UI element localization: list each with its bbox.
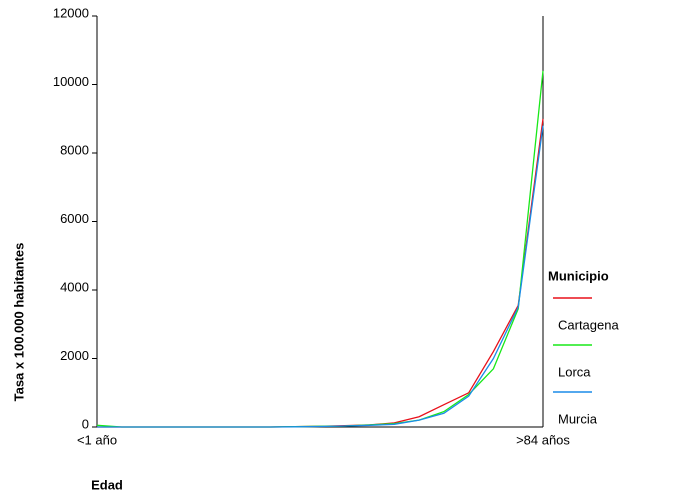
y-tick-label: 6000: [60, 211, 89, 226]
x-tick-label: >84 años: [516, 432, 570, 447]
series-line: [96, 70, 544, 428]
series-line: [97, 118, 544, 428]
y-tick-label: 12000: [53, 5, 89, 20]
series-line: [97, 125, 544, 428]
x-tick-label: <1 año: [77, 432, 117, 447]
legend-title: Municipio: [548, 268, 609, 283]
legend-label: Murcia: [558, 411, 598, 426]
x-axis-label: Edad: [91, 477, 123, 492]
y-tick-label: 0: [82, 416, 89, 431]
legend-label: Cartagena: [558, 317, 619, 332]
y-tick-label: 4000: [60, 279, 89, 294]
y-tick-label: 10000: [53, 74, 89, 89]
y-tick-label: 8000: [60, 142, 89, 157]
y-tick-label: 2000: [60, 348, 89, 363]
y-axis-label: Tasa x 100.000 habitantes: [11, 243, 26, 402]
legend-label: Lorca: [558, 364, 591, 379]
